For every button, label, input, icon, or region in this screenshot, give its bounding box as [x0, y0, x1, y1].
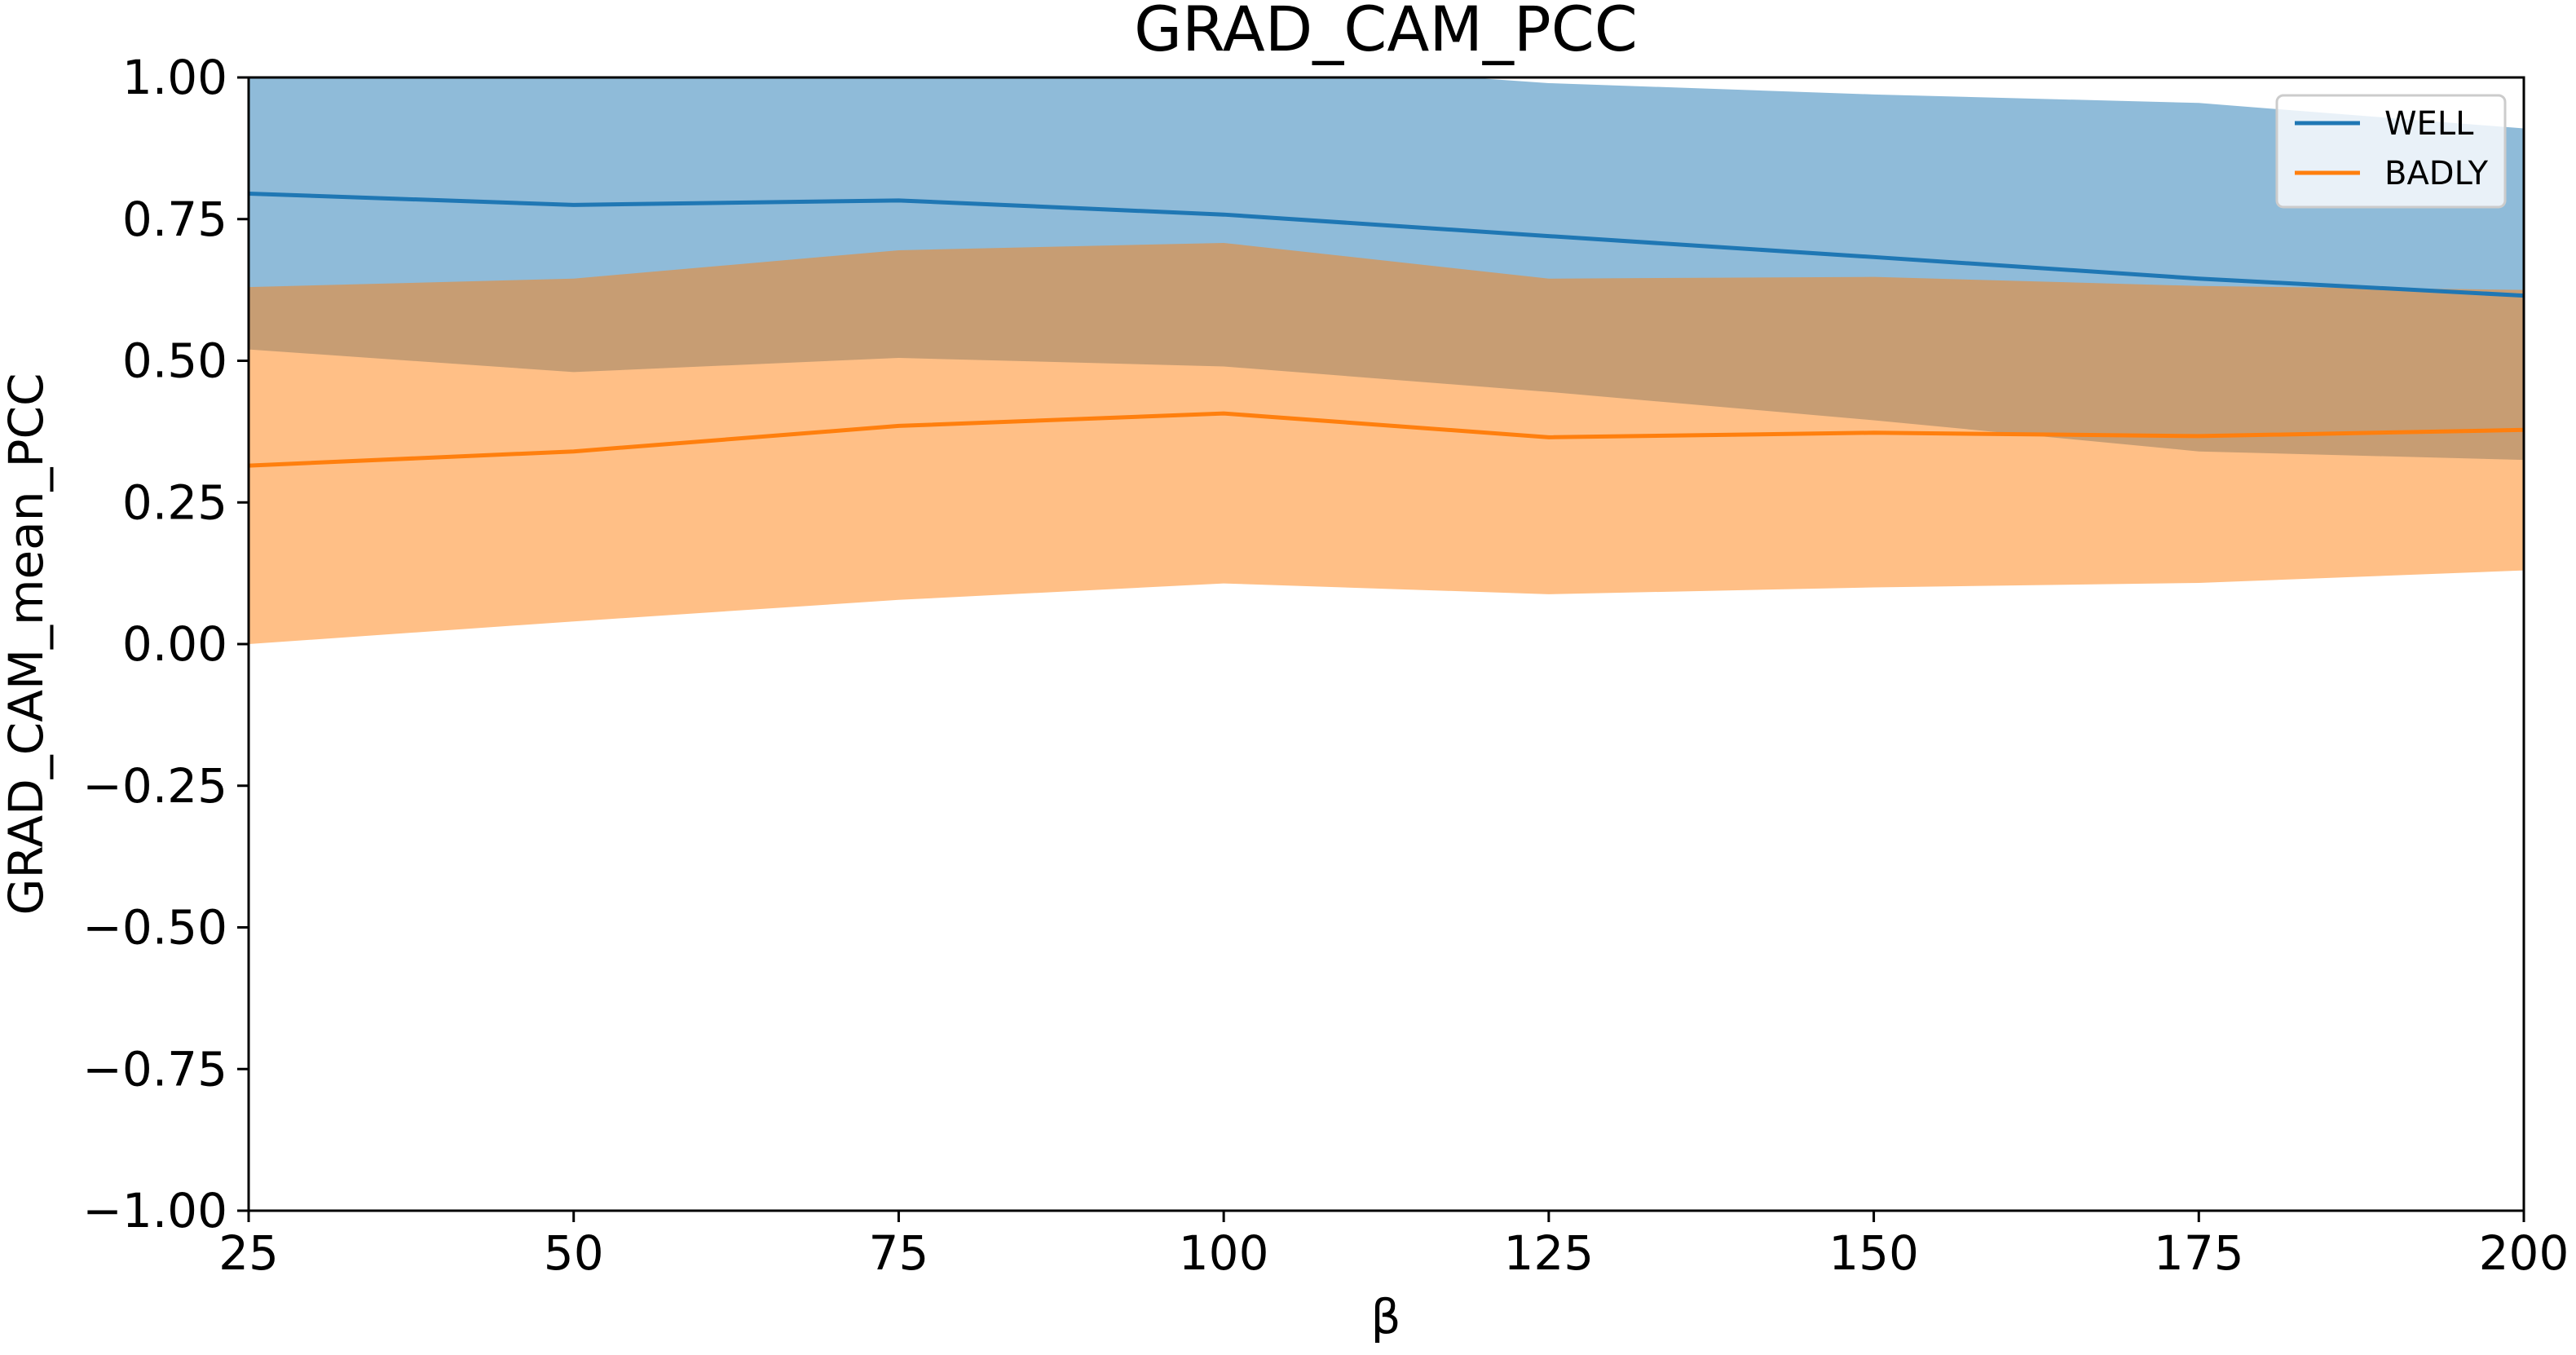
x-tick-label: 175	[2154, 1225, 2244, 1281]
y-tick-label: 0.50	[122, 333, 227, 389]
y-axis: 1.00 0.75 0.50 0.25 0.00 −0.25 −0.50 −0.75 −1.00	[82, 50, 249, 1238]
band-badly	[249, 242, 2524, 644]
x-axis-label: β	[1370, 1289, 1400, 1344]
y-tick-label: 1.00	[122, 50, 227, 105]
y-axis-label: GRAD_CAM_mean_PCC	[0, 373, 54, 916]
x-tick-label: 200	[2479, 1225, 2569, 1281]
y-tick-label: −1.00	[82, 1183, 227, 1238]
y-tick-label: 0.75	[122, 192, 227, 247]
y-tick-label: 0.00	[122, 616, 227, 672]
line-badly	[249, 411, 2524, 468]
series-lines	[249, 191, 2524, 468]
line-well	[249, 191, 2524, 298]
y-tick-label: −0.25	[82, 758, 227, 814]
x-tick-label: 75	[869, 1225, 929, 1281]
x-tick-label: 125	[1503, 1225, 1594, 1281]
chart-title: GRAD_CAM_PCC	[1134, 0, 1638, 65]
y-tick-label: 0.25	[122, 474, 227, 530]
legend-label-badly: BADLY	[2384, 155, 2489, 192]
legend: WELL BADLY	[2275, 94, 2507, 209]
x-tick-label: 25	[218, 1225, 279, 1281]
x-tick-label: 150	[1828, 1225, 1919, 1281]
y-tick-label: −0.50	[82, 900, 227, 956]
y-tick-label: −0.75	[82, 1041, 227, 1097]
x-axis: 25 50 75 100 125 150 175 200	[218, 1211, 2569, 1281]
confidence-bands	[249, 77, 2524, 644]
x-tick-label: 100	[1179, 1225, 1269, 1281]
legend-label-well: WELL	[2384, 105, 2474, 143]
x-tick-label: 50	[544, 1225, 604, 1281]
